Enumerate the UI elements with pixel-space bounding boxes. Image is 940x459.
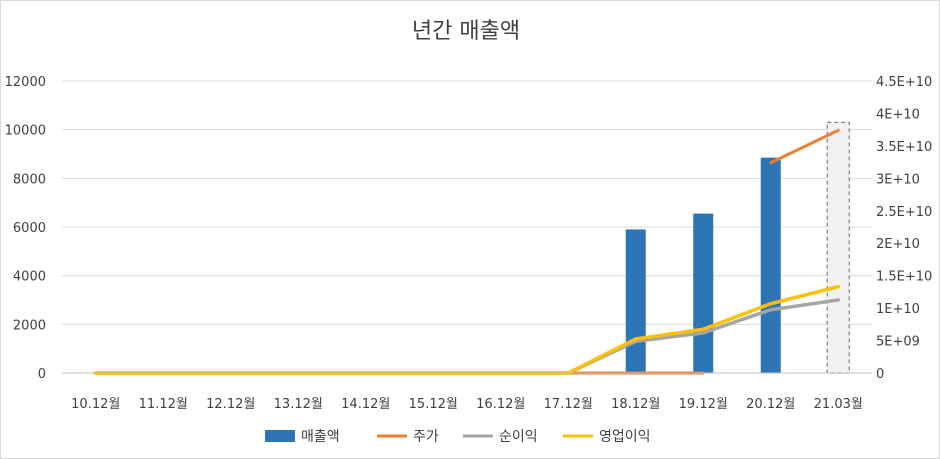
y-tick-label: 6000 [13, 221, 46, 236]
x-axis: 10.12월 11.12월 12.12월 13.12월 14.12월 15.12월 16.1… [62, 372, 872, 412]
y2-tick-label: 3.5E+10 [876, 140, 932, 155]
x-tick-label: 16.12월 [476, 397, 525, 412]
bar [760, 157, 781, 373]
y-tick-label: 0 [38, 367, 46, 382]
y-axis-right: 0 5E+09 1E+10 1.5E+10 2E+10 2.5E+10 3E+10 3.5E+… [876, 75, 932, 382]
y-axis-left: 0 2000 4000 6000 8000 10000 12000 [5, 75, 46, 382]
line-path [769, 128, 840, 165]
bar [826, 121, 850, 374]
legend-label: 순이익 [499, 429, 538, 445]
legend-label: 주가 [413, 429, 439, 445]
y-tick-label: 10000 [5, 124, 46, 139]
y-tick-label: 12000 [5, 75, 46, 90]
x-tick-label: 13.12월 [274, 397, 323, 412]
y-tick-label: 4000 [13, 270, 46, 285]
y2-tick-label: 2.5E+10 [876, 205, 932, 220]
x-tick-label: 14.12월 [341, 397, 390, 412]
x-tick-label: 20.12월 [746, 397, 795, 412]
chart-title: 년간 매출액 [412, 19, 520, 44]
legend-label: 영업이익 [599, 429, 651, 445]
y-tick-label: 2000 [13, 318, 46, 333]
x-tick-label: 15.12월 [409, 397, 458, 412]
x-tick-label: 12.12월 [206, 397, 255, 412]
y2-tick-label: 2E+10 [876, 237, 920, 252]
y2-tick-label: 1E+10 [876, 302, 920, 317]
x-tick-label: 11.12월 [139, 397, 188, 412]
legend: 매출액 주가 순이익 영업이익 [265, 429, 651, 445]
y-tick-label: 8000 [13, 172, 46, 187]
x-tick-label: 17.12월 [544, 397, 593, 412]
x-tick-label: 21.03월 [814, 397, 863, 412]
y2-tick-label: 0 [876, 367, 884, 382]
bar [625, 229, 646, 373]
bar [693, 213, 714, 373]
x-tick-label: 18.12월 [611, 397, 660, 412]
gridlines [62, 80, 872, 374]
legend-swatch [265, 430, 295, 442]
y2-tick-label: 5E+09 [876, 335, 920, 350]
x-tick-label: 19.12월 [679, 397, 728, 412]
y2-tick-label: 4E+10 [876, 107, 920, 122]
y2-tick-label: 4.5E+10 [876, 75, 932, 90]
legend-label: 매출액 [301, 429, 340, 445]
x-tick-label: 10.12월 [71, 397, 120, 412]
y2-tick-label: 3E+10 [876, 172, 920, 187]
y2-tick-label: 1.5E+10 [876, 270, 932, 285]
